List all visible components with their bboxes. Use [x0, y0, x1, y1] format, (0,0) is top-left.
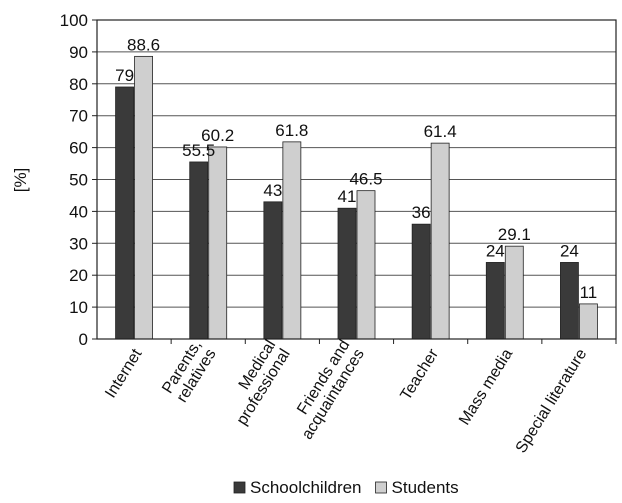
bar — [504, 245, 524, 340]
data-label: 46.5 — [349, 170, 382, 189]
y-tick-label: 10 — [69, 298, 88, 317]
x-category-label: Teacher — [397, 346, 442, 404]
data-labels: 7988.655.560.24361.84146.53661.42429.124… — [115, 35, 597, 302]
x-axis-categories: Internet Parents,relatives Medicalprofessi… — [102, 337, 617, 456]
legend: Schoolchildren Students — [233, 478, 459, 497]
legend-label: Schoolchildren — [250, 478, 362, 497]
bar — [579, 303, 598, 340]
bar — [356, 190, 376, 340]
data-label: 41 — [338, 187, 357, 206]
legend-swatch — [375, 481, 387, 494]
y-tick-label: 100 — [60, 11, 88, 30]
bar — [337, 207, 357, 340]
data-label: 61.4 — [424, 122, 457, 141]
legend-label: Students — [392, 478, 459, 497]
bar — [411, 223, 431, 340]
bar — [115, 86, 134, 340]
x-category-label: Special literature — [513, 346, 591, 456]
y-tick-label: 40 — [69, 202, 88, 221]
legend-swatch — [233, 481, 246, 494]
bar — [189, 161, 209, 340]
y-axis-label: [%] — [11, 168, 30, 193]
bar — [485, 262, 505, 340]
x-category-label: Mass media — [456, 346, 516, 428]
bar — [134, 55, 153, 340]
y-tick-label: 0 — [79, 330, 88, 349]
data-label: 29.1 — [498, 225, 531, 244]
y-tick-label: 90 — [69, 43, 88, 62]
bar — [208, 146, 228, 340]
data-label: 79 — [115, 66, 134, 85]
y-tick-label: 30 — [69, 234, 88, 253]
bar — [282, 141, 302, 340]
data-label: 88.6 — [127, 35, 160, 54]
data-label: 36 — [412, 203, 431, 222]
data-label: 11 — [580, 283, 598, 302]
x-category-label: Friends andacquaintances — [284, 337, 368, 443]
y-tick-label: 60 — [69, 139, 88, 158]
x-category-label: Internet — [102, 346, 145, 401]
data-label: 61.8 — [275, 121, 308, 140]
data-label: 24 — [560, 241, 579, 260]
data-label: 24 — [486, 241, 505, 260]
x-category-label: Medicalprofessional — [219, 337, 294, 428]
bar — [263, 201, 283, 340]
bars — [115, 55, 598, 340]
data-label: 43 — [263, 181, 282, 200]
gridlines — [97, 51, 616, 308]
bar — [430, 142, 450, 340]
y-tick-label: 80 — [69, 75, 88, 94]
data-label: 60.2 — [201, 126, 234, 145]
y-axis-ticks: 0 10 20 30 40 50 60 70 80 90 100 — [60, 11, 97, 349]
y-tick-label: 50 — [69, 171, 88, 190]
bar — [560, 262, 579, 340]
data-label: 55.5 — [182, 141, 215, 160]
y-tick-label: 70 — [69, 107, 88, 126]
y-tick-label: 20 — [69, 266, 88, 285]
x-category-label: Parents,relatives — [159, 337, 219, 406]
